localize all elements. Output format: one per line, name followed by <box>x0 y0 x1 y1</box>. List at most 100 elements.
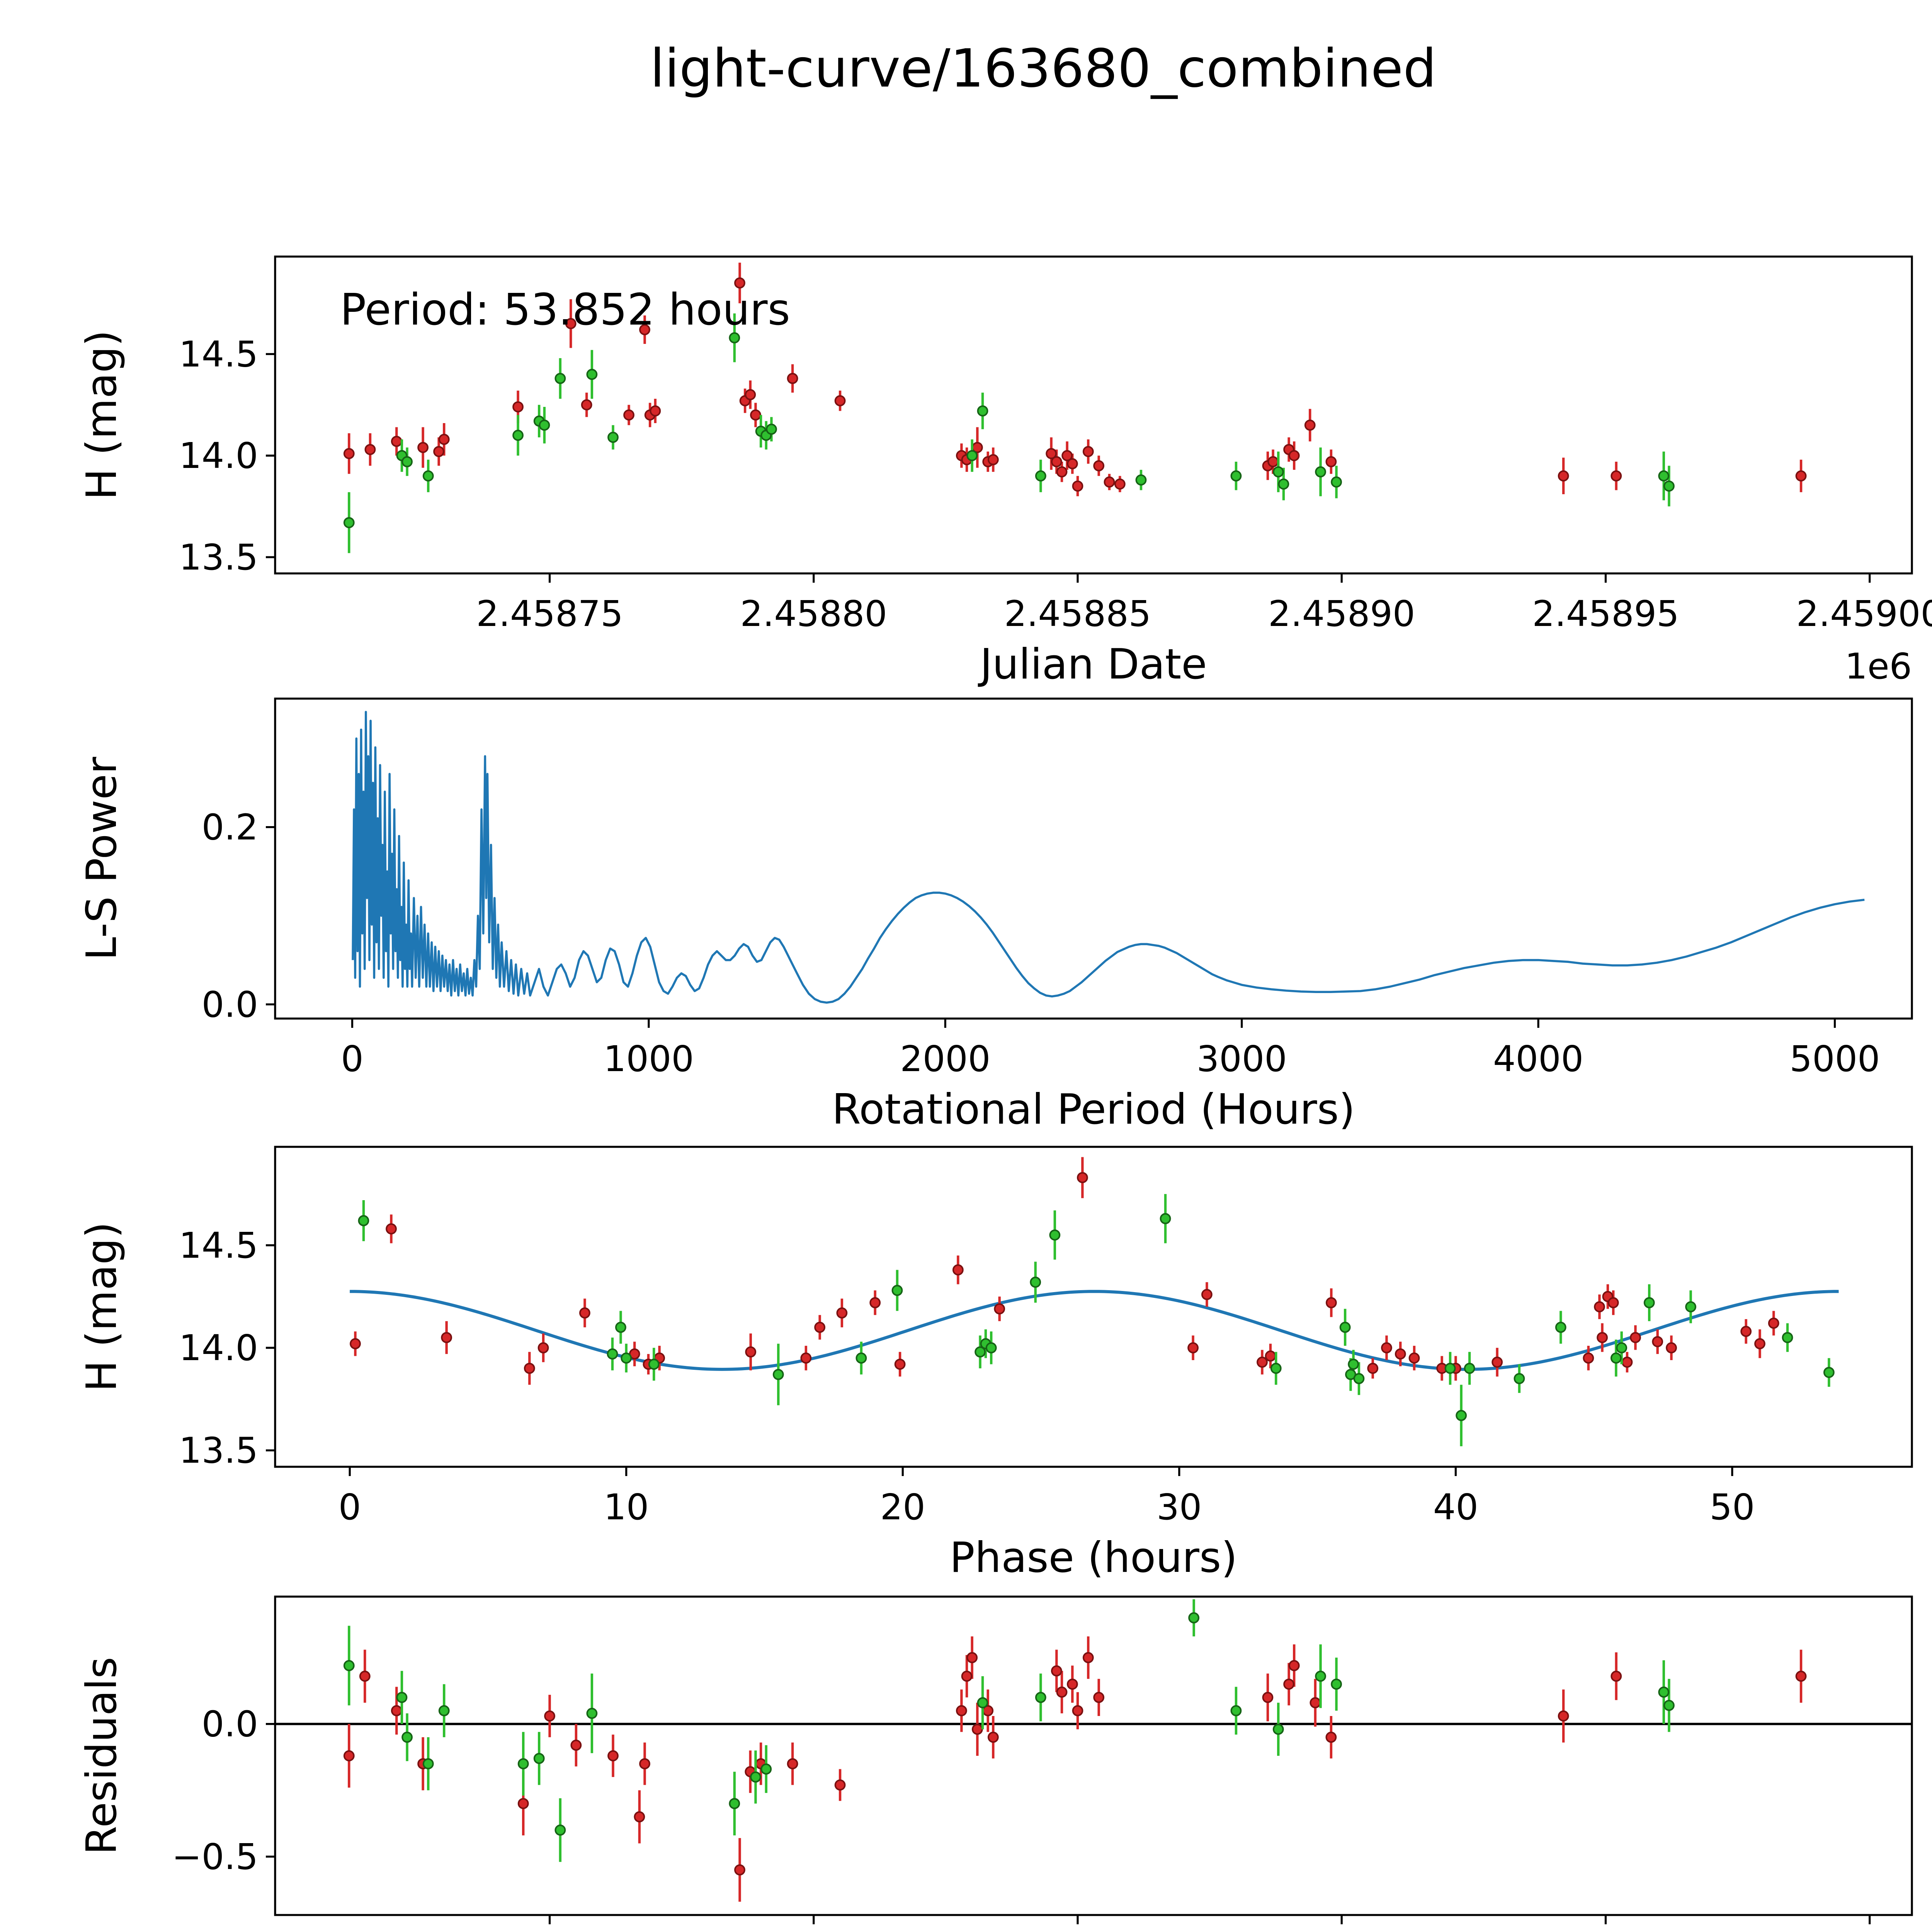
data-point <box>834 1779 846 1791</box>
x-tick-label: 40 <box>1433 1486 1478 1528</box>
data-point <box>586 369 598 380</box>
data-point <box>1381 1342 1392 1354</box>
fit-line <box>350 1290 1839 1371</box>
data-point <box>1077 1172 1088 1184</box>
x-axis-label: Phase (hours) <box>950 1534 1238 1582</box>
data-point <box>745 1346 757 1358</box>
figure-title: light-curve/163680_combined <box>650 38 1436 99</box>
y-tick-label: −0.5 <box>172 1836 258 1878</box>
data-point <box>1782 1332 1793 1344</box>
data-point <box>350 1338 361 1349</box>
data-point <box>1492 1356 1503 1368</box>
y-tick-label: 0.0 <box>202 1704 258 1745</box>
data-point <box>343 517 355 528</box>
data-point <box>1315 1670 1326 1682</box>
data-point <box>391 1705 402 1716</box>
axis-offset-label: 1e6 <box>1845 646 1912 687</box>
data-point <box>554 372 566 384</box>
data-point <box>565 318 577 329</box>
data-point <box>1558 470 1569 482</box>
data-point <box>1456 1410 1467 1421</box>
data-point <box>544 1710 555 1722</box>
data-point <box>1663 480 1675 492</box>
data-point <box>987 1731 999 1743</box>
data-point <box>1030 1276 1041 1288</box>
data-point <box>648 1359 660 1370</box>
data-point <box>1331 1679 1342 1690</box>
data-point <box>1331 476 1342 488</box>
data-point <box>401 456 413 468</box>
data-point <box>1072 480 1083 492</box>
red-observations <box>343 262 1807 497</box>
panel-phased-lightcurve: 0 10 20 30 40 50 13.5 14.0 14.5 Phase (hours) H (m… <box>78 1146 1913 1582</box>
red-observations <box>350 1157 1779 1385</box>
data-point <box>438 434 450 445</box>
y-axis-label: Residuals <box>78 1657 126 1855</box>
data-point <box>639 324 650 335</box>
data-point <box>1444 1362 1456 1374</box>
data-point <box>1754 1338 1765 1349</box>
data-point <box>1188 1612 1200 1624</box>
data-point <box>961 1670 973 1682</box>
data-point <box>787 372 798 384</box>
data-point <box>729 1798 740 1810</box>
data-point <box>1621 1356 1633 1368</box>
green-observations <box>358 1194 1835 1446</box>
data-point <box>745 389 756 400</box>
data-point <box>985 1342 997 1354</box>
data-point <box>1630 1332 1641 1344</box>
data-point <box>766 423 777 435</box>
data-point <box>517 1798 529 1810</box>
data-point <box>834 395 846 406</box>
data-point <box>401 1731 413 1743</box>
data-point <box>517 1758 529 1770</box>
data-point <box>623 409 634 421</box>
data-point <box>438 1705 450 1716</box>
x-tick-label: 50 <box>1709 1486 1755 1528</box>
x-tick-label: 10 <box>604 1486 649 1528</box>
green-residuals <box>343 1599 1675 1862</box>
data-point <box>1685 1301 1696 1313</box>
panel-residuals: 2.458752.458802.458852.458902.458952.459… <box>78 1595 1913 1924</box>
y-axis-label: H (mag) <box>78 330 126 500</box>
data-point <box>1283 1679 1294 1690</box>
data-point <box>396 1692 408 1703</box>
y-tick-label: 14.0 <box>179 435 258 476</box>
data-point <box>1066 458 1078 469</box>
data-point <box>1740 1326 1752 1337</box>
x-tick-label: 2.45890 <box>1268 593 1415 634</box>
data-point <box>966 450 978 461</box>
panel-periodogram: 0 1000 2000 3000 4000 5000 0.0 0.2 Rotational Pe… <box>78 697 1913 1134</box>
y-tick-label: 0.0 <box>202 984 258 1025</box>
data-point <box>1339 1321 1351 1333</box>
data-point <box>1395 1348 1406 1360</box>
data-point <box>607 432 619 443</box>
data-point <box>1768 1318 1779 1329</box>
data-point <box>1230 470 1242 482</box>
y-axis-label: L-S Power <box>78 757 126 960</box>
data-point <box>1035 1692 1046 1703</box>
data-point <box>512 430 524 441</box>
data-point <box>539 419 550 431</box>
data-point <box>1051 1665 1062 1677</box>
x-tick-label: 30 <box>1156 1486 1202 1528</box>
y-tick-label: 13.5 <box>179 537 258 578</box>
data-point <box>634 1811 645 1823</box>
x-tick-label: 1000 <box>604 1038 694 1080</box>
data-point <box>586 1708 598 1719</box>
data-point <box>1160 1213 1171 1225</box>
data-point <box>1658 470 1670 482</box>
data-point <box>1288 450 1300 461</box>
data-point <box>977 1697 988 1709</box>
data-point <box>987 454 999 466</box>
data-point <box>533 1753 545 1764</box>
x-tick-label: 20 <box>880 1486 925 1528</box>
x-tick-label: 2.45875 <box>476 593 623 634</box>
data-point <box>358 1215 369 1226</box>
data-point <box>1272 466 1284 478</box>
data-point <box>391 435 402 447</box>
data-point <box>800 1352 812 1364</box>
data-point <box>1265 1350 1276 1362</box>
data-point <box>1257 1356 1268 1368</box>
